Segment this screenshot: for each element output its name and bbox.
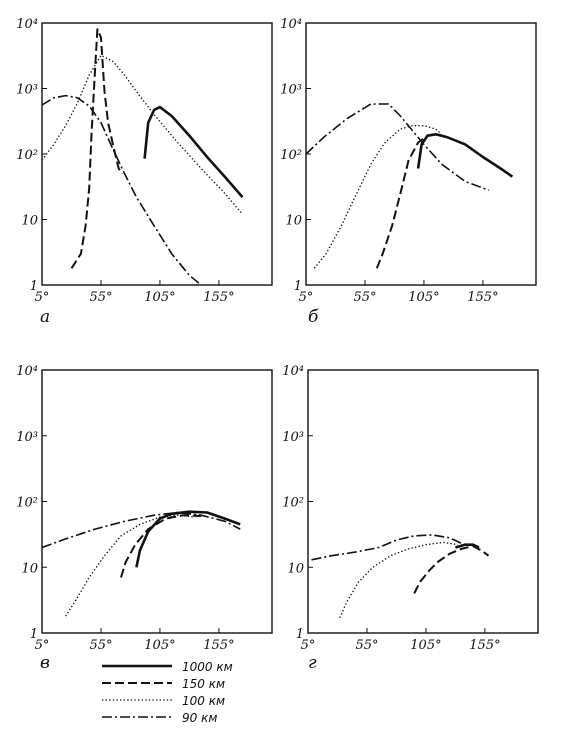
- x-tick-label: 5°: [35, 290, 50, 305]
- y-tick-label: 1: [30, 279, 38, 294]
- x-tick-label: 155°: [203, 638, 234, 653]
- chart-panel: 1 10 10² 10³ 10⁴ 5° 55° 105° 155° б: [280, 17, 537, 327]
- panel-label: а: [40, 307, 50, 327]
- series-line: [42, 94, 202, 285]
- series-line: [375, 133, 436, 269]
- legend-label: 1000 км: [182, 660, 233, 674]
- y-tick-label: 10: [21, 561, 38, 576]
- series-line: [455, 543, 480, 549]
- x-tick-label: 155°: [467, 290, 498, 305]
- x-tick-label: 5°: [301, 638, 316, 653]
- y-tick-label: 10²: [282, 496, 304, 511]
- chart-panel: 1 10 10² 10³ 10⁴ 5° 55° 105° 155° г: [282, 364, 539, 673]
- y-tick-label: 10³: [280, 83, 302, 98]
- series-line: [413, 545, 490, 594]
- series-line: [313, 125, 443, 269]
- series-line: [416, 133, 514, 178]
- series-line: [135, 510, 241, 568]
- series-line: [42, 511, 241, 549]
- y-tick-label: 10³: [16, 430, 38, 445]
- x-tick-label: 5°: [35, 638, 50, 653]
- series-line: [120, 514, 202, 578]
- plot-frame: [41, 369, 273, 634]
- y-tick-label: 1: [294, 279, 302, 294]
- series-line: [143, 105, 244, 198]
- y-tick-label: 10³: [282, 430, 304, 445]
- series-line: [311, 534, 468, 561]
- x-tick-label: 55°: [353, 290, 376, 305]
- y-tick-label: 10: [285, 214, 302, 229]
- y-tick-label: 1: [30, 627, 38, 642]
- series-line: [339, 541, 458, 619]
- plot-frame: [41, 22, 273, 286]
- chart-panel: 1 10 10² 10³ 10⁴ 5° 55° 105° 155° в: [16, 364, 273, 673]
- panel-label: г: [308, 653, 317, 673]
- y-tick-label: 10³: [16, 83, 38, 98]
- series-line: [70, 28, 124, 269]
- series-line: [65, 514, 196, 617]
- y-tick-label: 10: [287, 561, 304, 576]
- y-tick-label: 10⁴: [280, 17, 302, 32]
- x-tick-label: 55°: [89, 290, 112, 305]
- y-tick-label: 10⁴: [282, 364, 304, 379]
- x-tick-label: 105°: [144, 290, 175, 305]
- x-tick-label: 55°: [355, 638, 378, 653]
- y-tick-label: 10⁴: [16, 364, 38, 379]
- panel-label: в: [40, 653, 50, 673]
- x-tick-label: 155°: [203, 290, 234, 305]
- legend-label: 90 км: [182, 711, 217, 725]
- y-tick-label: 10⁴: [16, 17, 38, 32]
- x-tick-label: 105°: [410, 638, 441, 653]
- y-tick-label: 10²: [280, 148, 302, 163]
- y-tick-label: 10: [21, 214, 38, 229]
- chart-panel: 1 10 10² 10³ 10⁴ 5° 55° 105° 155° а: [16, 17, 273, 327]
- y-tick-label: 1: [296, 627, 304, 642]
- x-tick-label: 55°: [89, 638, 112, 653]
- series-line: [306, 103, 490, 191]
- x-tick-label: 105°: [144, 638, 175, 653]
- x-tick-label: 105°: [408, 290, 439, 305]
- series-line: [42, 54, 243, 215]
- legend-label: 100 км: [182, 694, 225, 708]
- legend: 1000 км 150 км 100 км 90 км: [102, 660, 233, 725]
- y-tick-label: 10²: [16, 496, 38, 511]
- plot-frame: [307, 369, 539, 634]
- x-tick-label: 155°: [469, 638, 500, 653]
- panel-label: б: [308, 307, 319, 327]
- y-tick-label: 10²: [16, 148, 38, 163]
- legend-label: 150 км: [182, 677, 225, 691]
- x-tick-label: 5°: [299, 290, 314, 305]
